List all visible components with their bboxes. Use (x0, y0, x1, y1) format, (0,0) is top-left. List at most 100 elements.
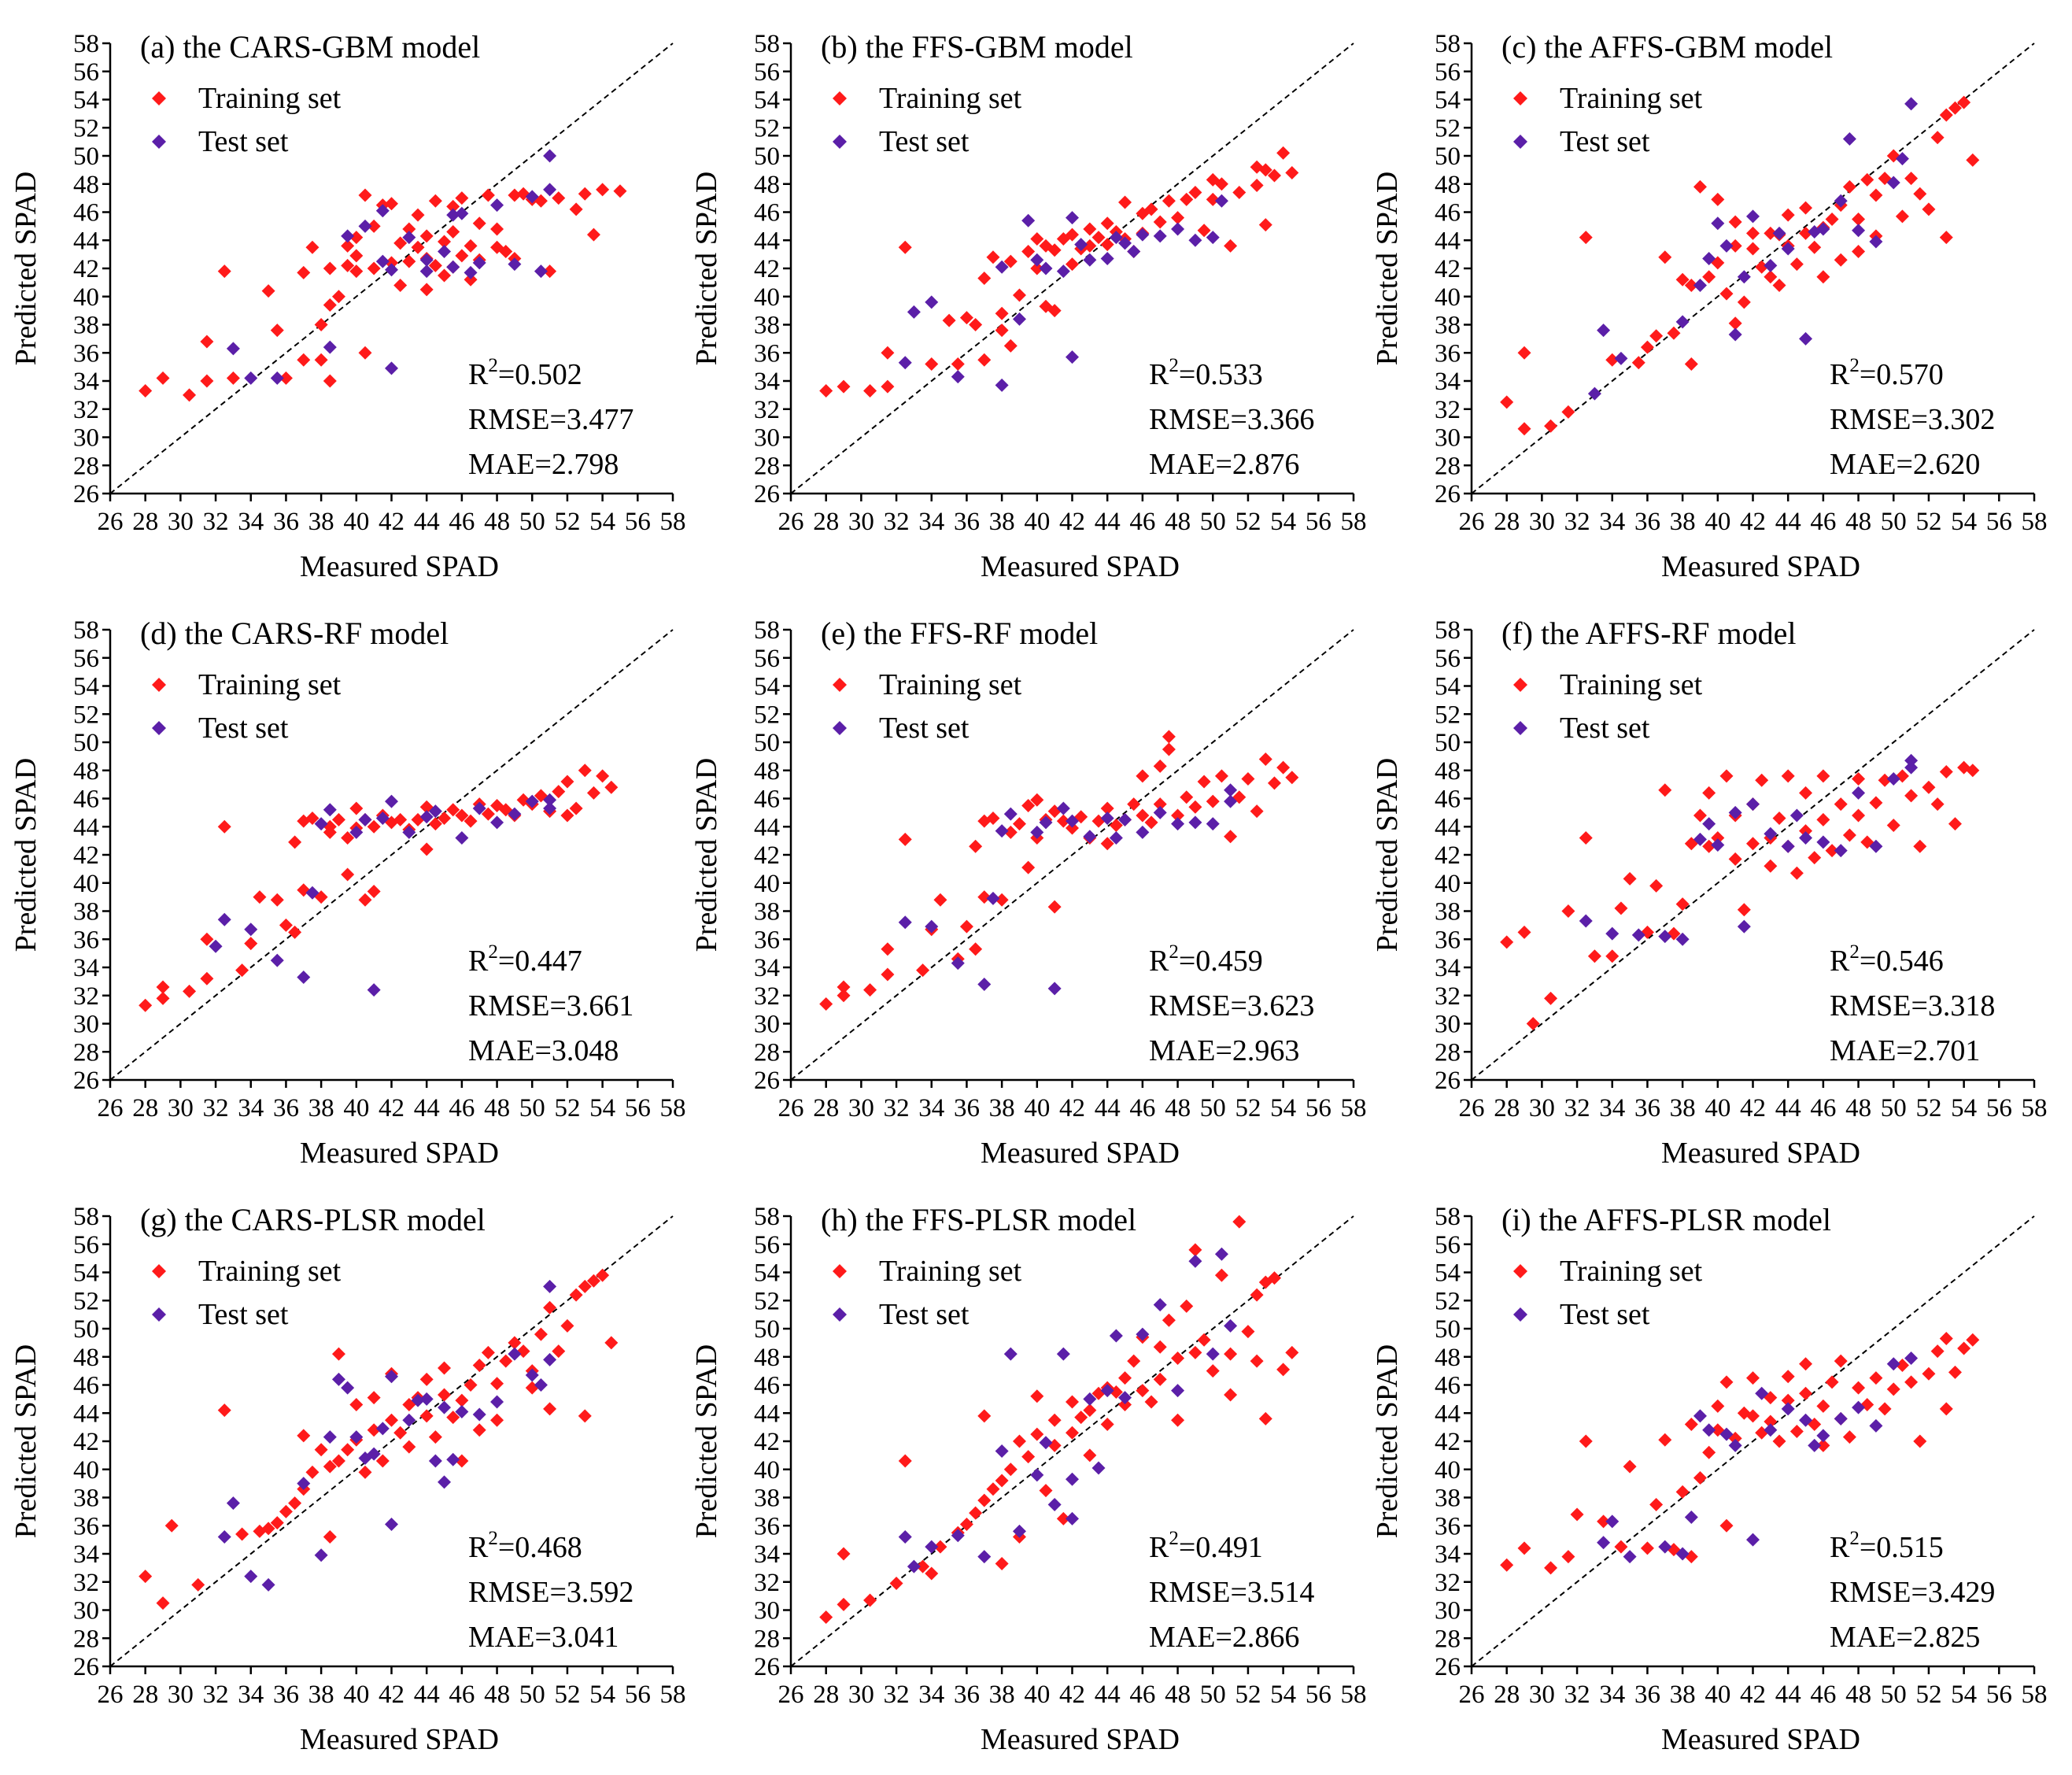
data-point-test (977, 1550, 992, 1564)
y-tick-label: 56 (754, 1231, 780, 1259)
data-point-training (235, 963, 249, 978)
x-tick-label: 44 (414, 1681, 440, 1709)
data-point-training (1764, 226, 1778, 240)
data-point-test (385, 794, 398, 808)
x-tick-label: 36 (273, 508, 299, 536)
data-point-training (297, 353, 311, 367)
data-point-test (508, 1347, 522, 1361)
x-tick-label: 52 (1915, 1681, 1941, 1709)
data-point-training (977, 272, 992, 286)
data-point-training (1922, 202, 1936, 216)
metrics-block: R2=0.459 RMSE=3.623 MAE=2.963 (1149, 941, 1314, 1067)
data-point-training (1162, 742, 1176, 756)
data-point-test (341, 229, 355, 243)
y-tick-label: 50 (1435, 729, 1461, 757)
data-point-training (1276, 146, 1291, 160)
data-point-test (323, 803, 337, 817)
x-tick-label: 34 (238, 1681, 264, 1709)
data-point-training (1939, 108, 1953, 122)
legend-label-training: Training set (1560, 82, 1703, 115)
data-point-training (1214, 769, 1228, 783)
data-point-training (1737, 295, 1751, 309)
y-tick-label: 28 (73, 1625, 99, 1653)
data-point-training (1886, 1382, 1900, 1396)
panel-title: (b) the FFS-GBM model (821, 29, 1133, 65)
x-tick-label: 54 (1270, 508, 1296, 536)
data-point-test (438, 245, 452, 259)
data-point-training (898, 832, 912, 846)
legend-label-test: Test set (198, 712, 289, 745)
data-point-training (1922, 1366, 1936, 1381)
metric-r2-value: =0.533 (1179, 358, 1263, 391)
y-tick-label: 44 (754, 227, 780, 255)
data-point-test (1083, 1392, 1097, 1406)
data-point-test (244, 923, 258, 937)
data-point-training (863, 983, 877, 997)
data-point-training (1197, 224, 1211, 238)
data-point-training (1171, 1413, 1185, 1427)
data-point-training (1816, 812, 1830, 826)
x-tick-label: 30 (1529, 1094, 1555, 1122)
data-point-test (419, 810, 434, 824)
data-point-training (1074, 1411, 1088, 1425)
x-tick-label: 34 (918, 1681, 944, 1709)
data-point-training (341, 1443, 355, 1457)
data-point-test (1224, 794, 1238, 808)
data-point-training (490, 1377, 504, 1391)
data-point-test (1728, 1438, 1742, 1452)
x-tick-label: 58 (660, 1094, 686, 1122)
data-point-test (385, 1517, 398, 1531)
data-point-training (1781, 769, 1795, 783)
y-tick-label: 34 (754, 1540, 780, 1569)
legend-label-test: Test set (879, 1298, 970, 1331)
data-point-training (1842, 1430, 1856, 1444)
x-tick-label: 56 (625, 1681, 651, 1709)
data-point-training (1127, 797, 1141, 812)
data-point-training (1948, 817, 1962, 831)
data-point-test (543, 1279, 557, 1293)
x-tick-label: 58 (1341, 1681, 1367, 1709)
data-point-training (1930, 797, 1945, 812)
data-point-training (1188, 1345, 1202, 1359)
data-point-training (1100, 238, 1114, 252)
metric-mae: MAE=2.825 (1830, 1621, 1980, 1654)
data-point-training (969, 1506, 983, 1520)
reference-line-1to1 (1471, 43, 2035, 494)
data-point-test (1030, 253, 1044, 267)
data-point-training (1728, 215, 1742, 229)
data-point-test (1816, 1429, 1830, 1443)
y-tick-label: 38 (73, 898, 99, 926)
legend-label-training: Training set (198, 668, 342, 701)
y-tick-label: 50 (754, 142, 780, 171)
x-tick-label: 52 (1235, 1094, 1261, 1122)
data-point-test (438, 1475, 452, 1489)
x-tick-label: 32 (1564, 1681, 1590, 1709)
x-tick-label: 58 (2022, 1094, 2048, 1122)
data-point-test (1693, 832, 1707, 846)
data-point-training (253, 890, 267, 904)
y-tick-label: 30 (73, 1597, 99, 1625)
reference-line-1to1 (790, 1215, 1354, 1667)
legend: Training set Test set (152, 668, 342, 745)
data-point-training (385, 1413, 398, 1427)
x-tick-label: 48 (1165, 1094, 1191, 1122)
data-point-training (1746, 1409, 1760, 1423)
data-point-training (1083, 222, 1097, 236)
data-point-training (1852, 245, 1866, 259)
x-tick-label: 58 (2022, 1681, 2048, 1709)
y-tick-label: 54 (754, 673, 780, 701)
data-point-training (1834, 1354, 1848, 1368)
data-point-training (1913, 187, 1927, 201)
data-point-test (1224, 783, 1238, 797)
x-tick-label: 28 (1494, 1681, 1520, 1709)
data-point-test (1886, 1357, 1900, 1371)
y-tick-label: 46 (1435, 786, 1461, 814)
x-tick-label: 56 (625, 1094, 651, 1122)
data-point-training (898, 1454, 912, 1468)
data-point-test (1869, 1418, 1883, 1433)
y-axis-title: Predicted SPAD (9, 758, 42, 952)
data-point-training (1127, 1354, 1141, 1368)
x-tick-label: 30 (168, 1681, 194, 1709)
data-point-training (569, 1288, 583, 1302)
data-point-training (1640, 340, 1654, 354)
